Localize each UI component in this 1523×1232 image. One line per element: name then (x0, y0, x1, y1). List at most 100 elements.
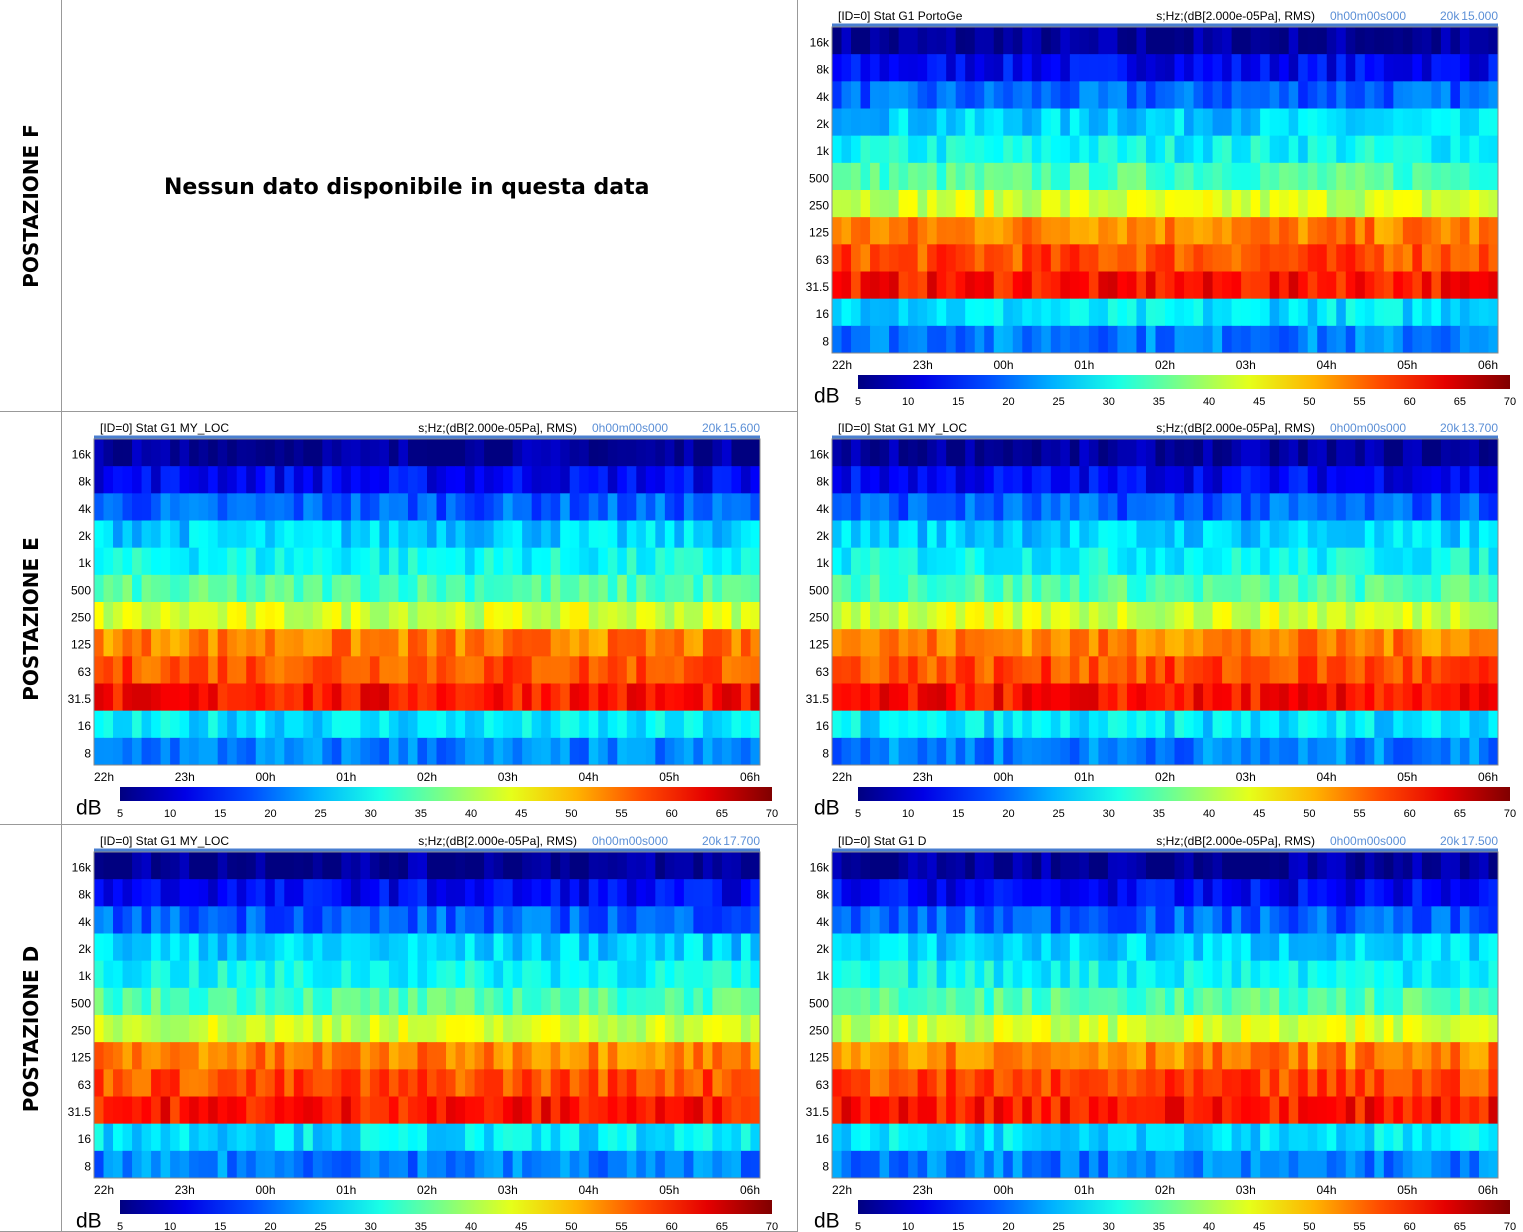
spectrogram-cell (388, 1123, 399, 1152)
spectrogram-cell (312, 1069, 323, 1097)
spectrogram-cell (1440, 737, 1451, 766)
spectrogram-cell (1326, 271, 1337, 300)
colorbar-tick: 5 (117, 808, 123, 820)
spectrogram-cell (1440, 602, 1451, 630)
spectrogram-cell (1326, 629, 1337, 657)
spectrogram-cell (1193, 135, 1204, 164)
spectrogram-cell (1088, 737, 1099, 766)
spectrogram-cell (588, 710, 599, 739)
spectrogram-cell (1107, 1015, 1118, 1043)
spectrogram-cell (1355, 656, 1366, 684)
spectrogram-cell (1117, 1015, 1128, 1043)
spectrogram-cell (955, 190, 966, 218)
spectrogram-cell (870, 933, 881, 962)
spectrogram-cell (1060, 190, 1071, 218)
spectrogram-cell (465, 602, 476, 630)
spectrogram-cell (560, 710, 571, 739)
spectrogram-cell (1260, 629, 1271, 657)
spectrogram-cell (1079, 852, 1090, 880)
spectrogram-cell (1165, 190, 1176, 218)
spectrogram-cell (1317, 1015, 1328, 1043)
spectrogram-cell (1383, 493, 1394, 521)
spectrogram-cell (731, 1042, 742, 1070)
spectrogram-cell (1364, 81, 1375, 109)
spectrogram-cell (841, 244, 852, 272)
spectrogram-cell (303, 933, 314, 962)
spectrogram-cell (1222, 656, 1233, 684)
spectrogram-cell (303, 960, 314, 989)
spectrogram-cell (1412, 547, 1423, 576)
spectrogram-cell (1260, 520, 1271, 549)
spectrogram-cell (712, 493, 723, 521)
spectrogram-cell (832, 683, 843, 712)
spectrogram-cell (579, 629, 590, 657)
spectrogram-cell (1298, 27, 1309, 55)
spectrogram-cell (103, 710, 114, 739)
spectrogram-cell (1050, 629, 1061, 657)
spectrogram-cell (141, 1015, 152, 1043)
spectrogram-cell (1402, 162, 1413, 191)
spectrogram-cell (674, 466, 685, 494)
spectrogram-cell (1450, 1069, 1461, 1097)
spectrogram-cell (1193, 737, 1204, 766)
spectrogram-cell (712, 906, 723, 934)
spectrogram-cell (1374, 1096, 1385, 1125)
spectrogram-cell (731, 574, 742, 603)
spectrogram-cell (1374, 574, 1385, 603)
spectrogram-cell (588, 987, 599, 1016)
spectrogram-cell (1098, 574, 1109, 603)
spectrogram-cell (1031, 933, 1042, 962)
spectrogram-cell (103, 466, 114, 494)
spectrogram-cell (427, 1096, 438, 1125)
spectrogram-cell (493, 466, 504, 494)
spectrogram-cell (1231, 217, 1242, 245)
spectrogram-cell (879, 190, 890, 218)
spectrogram-cell (436, 906, 447, 934)
colorbar-tick: 35 (1153, 1221, 1165, 1232)
spectrogram-cell (1003, 852, 1014, 880)
spectrogram-cell (1488, 493, 1499, 521)
spectrogram-cell (531, 520, 542, 549)
spectrogram-cell (1336, 879, 1347, 907)
spectrogram-cell (740, 879, 751, 907)
spectrogram-cell (388, 906, 399, 934)
spectrogram-cell (541, 1150, 552, 1179)
spectrogram-cell (170, 933, 181, 962)
spectrogram-cell (1165, 1069, 1176, 1097)
spectrogram-cell (955, 1042, 966, 1070)
spectrogram-cell (712, 987, 723, 1016)
spectrogram-cell (1298, 493, 1309, 521)
spectrogram-cell (1402, 629, 1413, 657)
spectrogram-cell (1231, 656, 1242, 684)
spectrogram-cell (141, 629, 152, 657)
spectrogram-cell (379, 737, 390, 766)
spectrogram-cell (1459, 135, 1470, 164)
spectrogram-cell (1222, 81, 1233, 109)
spectrogram-cell (1107, 656, 1118, 684)
spectrogram-cell (465, 1042, 476, 1070)
spectrogram-cell (388, 439, 399, 467)
spectrogram-cell (693, 933, 704, 962)
spectrogram-cell (1250, 547, 1261, 576)
spectrogram-cell (1450, 1096, 1461, 1125)
spectrogram-cell (160, 574, 171, 603)
spectrogram-cell (1088, 271, 1099, 300)
spectrogram-cell (645, 574, 656, 603)
spectrogram-cell (889, 466, 900, 494)
spectrogram-cell (151, 493, 162, 521)
spectrogram-cell (974, 574, 985, 603)
spectrogram-cell (683, 574, 694, 603)
spectrogram-cell (1107, 466, 1118, 494)
spectrogram-cell (1050, 325, 1061, 354)
spectrogram-cell (889, 190, 900, 218)
spectrogram-cell (1412, 656, 1423, 684)
colorbar-label: dB (76, 1210, 102, 1232)
spectrogram-cell (1469, 162, 1480, 191)
spectrogram-cell (531, 1069, 542, 1097)
spectrogram-cell (198, 879, 209, 907)
spectrogram-cell (740, 987, 751, 1016)
spectrogram-cell (1155, 987, 1166, 1016)
spectrogram-cell (1079, 162, 1090, 191)
spectrogram-cell (740, 852, 751, 880)
spectrogram-cell (965, 656, 976, 684)
